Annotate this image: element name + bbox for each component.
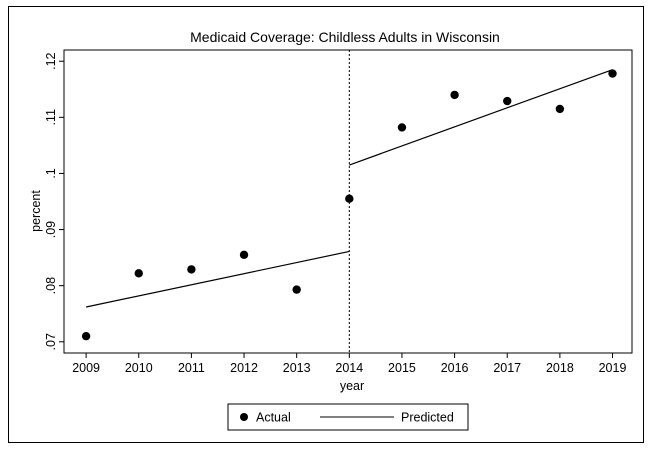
y-tick-label: .12 <box>44 52 58 69</box>
y-axis-label: percent <box>29 190 43 232</box>
x-tick-label: 2010 <box>125 361 153 375</box>
x-tick-label: 2013 <box>283 361 311 375</box>
actual-point-2011 <box>187 265 196 274</box>
x-tick-label: 2014 <box>335 361 363 375</box>
actual-point-2019 <box>608 69 617 78</box>
actual-point-2009 <box>81 331 91 341</box>
x-tick-label: 2009 <box>72 361 100 375</box>
plot-area: .07 .08 .09 .1 .11 .12 2009 2010 2011 2012 2013 201… <box>44 49 633 375</box>
x-tick-label: 2011 <box>178 361 205 375</box>
plot-border <box>63 49 633 354</box>
actual-point-2013 <box>292 285 301 294</box>
actual-point-2014 <box>345 194 354 203</box>
x-tick-label: 2017 <box>493 361 521 375</box>
actual-point-2012 <box>239 250 249 260</box>
actual-point-2015 <box>397 123 407 132</box>
actual-point-2016 <box>450 90 459 100</box>
predicted-line-segment-1 <box>85 250 350 308</box>
y-tick-label: .09 <box>44 221 58 238</box>
actual-point-2018 <box>555 104 565 114</box>
x-tick-label: 2015 <box>388 361 416 375</box>
legend: Actual Predicted <box>227 403 469 431</box>
y-tick-label: .11 <box>44 109 58 125</box>
x-tick-label: 2016 <box>441 361 469 375</box>
legend-marker-actual <box>240 413 248 421</box>
y-tick-label: .08 <box>44 277 58 294</box>
y-tick-label: .07 <box>44 333 58 350</box>
x-axis-label: year <box>340 379 364 393</box>
actual-point-2010 <box>134 269 143 278</box>
legend-label-predicted: Predicted <box>401 411 454 425</box>
actual-point-2017 <box>503 96 512 106</box>
predicted-line-segment-2 <box>349 69 613 166</box>
x-tick-label: 2012 <box>230 361 258 375</box>
x-tick-label: 2018 <box>546 361 574 375</box>
chart-frame <box>8 6 644 443</box>
x-tick-label: 2019 <box>599 361 627 375</box>
chart-title: Medicaid Coverage: Childless Adults in W… <box>190 29 500 45</box>
legend-label-actual: Actual <box>256 411 291 425</box>
y-tick-label: .1 <box>44 168 58 178</box>
